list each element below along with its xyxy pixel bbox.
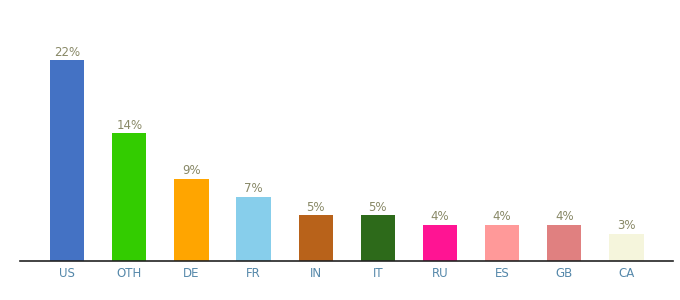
Bar [299, 215, 333, 261]
Text: 3%: 3% [617, 219, 636, 232]
Bar [485, 224, 520, 261]
Text: 7%: 7% [244, 182, 263, 195]
Bar [50, 61, 84, 261]
Bar [547, 224, 581, 261]
Bar [609, 234, 643, 261]
Text: 14%: 14% [116, 118, 142, 132]
Text: 22%: 22% [54, 46, 80, 59]
Bar [423, 224, 457, 261]
Bar [112, 134, 146, 261]
Text: 9%: 9% [182, 164, 201, 177]
Bar [237, 197, 271, 261]
Text: 4%: 4% [493, 210, 511, 223]
Bar [174, 179, 209, 261]
Text: 5%: 5% [307, 201, 325, 214]
Bar [361, 215, 395, 261]
Text: 4%: 4% [430, 210, 449, 223]
Text: 4%: 4% [555, 210, 574, 223]
Text: 5%: 5% [369, 201, 387, 214]
